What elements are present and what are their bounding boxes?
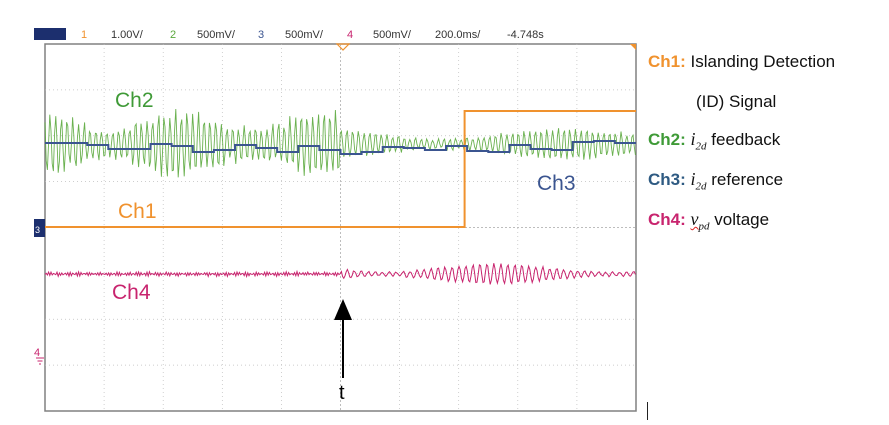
legend-ch1-cont: (ID) Signal	[696, 92, 776, 112]
traces	[44, 108, 636, 286]
ch2-scale: 500mV/	[197, 29, 236, 41]
timebase-readout: 200.0ms/	[435, 29, 481, 41]
ch2-trace	[44, 108, 636, 178]
time-offset-readout: -4.748s	[507, 29, 544, 41]
ch2-trace-label: Ch2	[115, 89, 154, 112]
legend-ch3-text: reference	[711, 170, 784, 189]
ch4-scale: 500mV/	[373, 29, 412, 41]
ch2-number: 2	[170, 29, 176, 41]
ch4-trace-label: Ch4	[112, 281, 151, 304]
legend-ch2: Ch2: i2d feedback	[648, 129, 780, 153]
ch4-trace	[44, 263, 636, 286]
ch1-number: 1	[81, 29, 87, 41]
ch1-trace-label: Ch1	[118, 200, 157, 223]
ch3-ground-label: 3	[35, 225, 40, 235]
legend-ch3: Ch3: i2d reference	[648, 169, 783, 193]
oscilloscope-screen: 1 1.00V/ 2 500mV/ 3 500mV/ 4 500mV/ 200.…	[34, 28, 637, 412]
legend-ch4-symbol: vpd	[690, 209, 710, 233]
legend-ch2-tag: Ch2:	[648, 130, 686, 149]
ch3-number: 3	[258, 29, 264, 41]
legend-ch4: Ch4: vpd voltage	[648, 209, 769, 233]
acquisition-badge	[34, 28, 66, 40]
ch3-ground-marker	[34, 219, 45, 237]
legend-ch2-symbol: i2d	[690, 129, 707, 153]
trigger-position-marker	[335, 43, 351, 51]
trigger-level-marker	[630, 44, 636, 50]
legend-ch1: Ch1: Islanding Detection	[648, 52, 835, 72]
ch3-trace	[45, 140, 636, 155]
legend-ch1-tag: Ch1:	[648, 52, 686, 71]
event-label: t	[339, 382, 345, 404]
ch3-scale: 500mV/	[285, 29, 324, 41]
ch1-scale: 1.00V/	[111, 29, 144, 41]
legend-ch4-tag: Ch4:	[648, 210, 686, 229]
ground-icon	[36, 357, 44, 365]
ch3-trace-label: Ch3	[537, 172, 576, 195]
legend-ch2-text: feedback	[711, 130, 781, 149]
ch1-trace	[45, 110, 636, 228]
text-cursor-mark	[647, 402, 648, 420]
event-arrow-head-icon	[334, 299, 352, 320]
legend-ch3-tag: Ch3:	[648, 170, 686, 189]
ch4-number: 4	[347, 29, 353, 41]
legend-ch1-text2: (ID) Signal	[696, 92, 777, 111]
legend-ch4-text: voltage	[714, 210, 770, 229]
legend-ch3-symbol: i2d	[690, 169, 707, 193]
legend-ch1-text: Islanding Detection	[690, 52, 836, 71]
ch4-ground-marker: 4	[34, 347, 40, 359]
